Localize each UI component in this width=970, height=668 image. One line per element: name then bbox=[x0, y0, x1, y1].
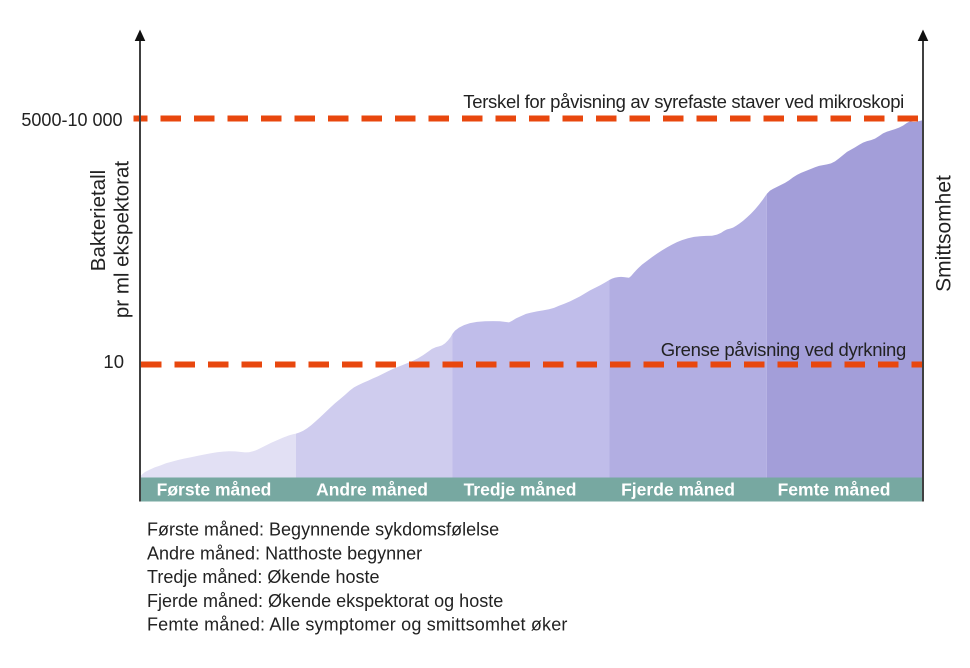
svg-text:Første måned: Begynnende sykdo: Første måned: Begynnende sykdomsfølelse bbox=[147, 519, 499, 539]
svg-text:Bakterietall: Bakterietall bbox=[87, 170, 110, 271]
svg-text:Fjerde måned: Økende ekspektor: Fjerde måned: Økende ekspektorat og host… bbox=[147, 591, 503, 611]
svg-text:Femte måned: Alle symptomer og: Femte måned: Alle symptomer og smittsomh… bbox=[147, 615, 568, 635]
svg-text:Tredje måned: Økende hoste: Tredje måned: Økende hoste bbox=[147, 567, 379, 587]
svg-text:pr ml ekspektorat: pr ml ekspektorat bbox=[111, 161, 134, 319]
svg-text:Grense påvisning ved dyrkning: Grense påvisning ved dyrkning bbox=[661, 339, 906, 360]
svg-text:Andre måned: Natthoste begynne: Andre måned: Natthoste begynner bbox=[147, 544, 422, 564]
svg-text:Tredje måned: Tredje måned bbox=[464, 480, 577, 500]
svg-text:Femte måned: Femte måned bbox=[778, 480, 891, 500]
svg-text:Smittsomhet: Smittsomhet bbox=[933, 175, 956, 292]
svg-text:5000-10 000: 5000-10 000 bbox=[21, 110, 122, 130]
svg-text:Fjerde måned: Fjerde måned bbox=[621, 480, 735, 500]
svg-text:Første måned: Første måned bbox=[157, 480, 272, 500]
svg-text:Terskel for påvisning av syref: Terskel for påvisning av syrefaste stave… bbox=[463, 91, 904, 112]
svg-text:Andre måned: Andre måned bbox=[316, 480, 428, 500]
svg-text:10: 10 bbox=[103, 351, 124, 372]
